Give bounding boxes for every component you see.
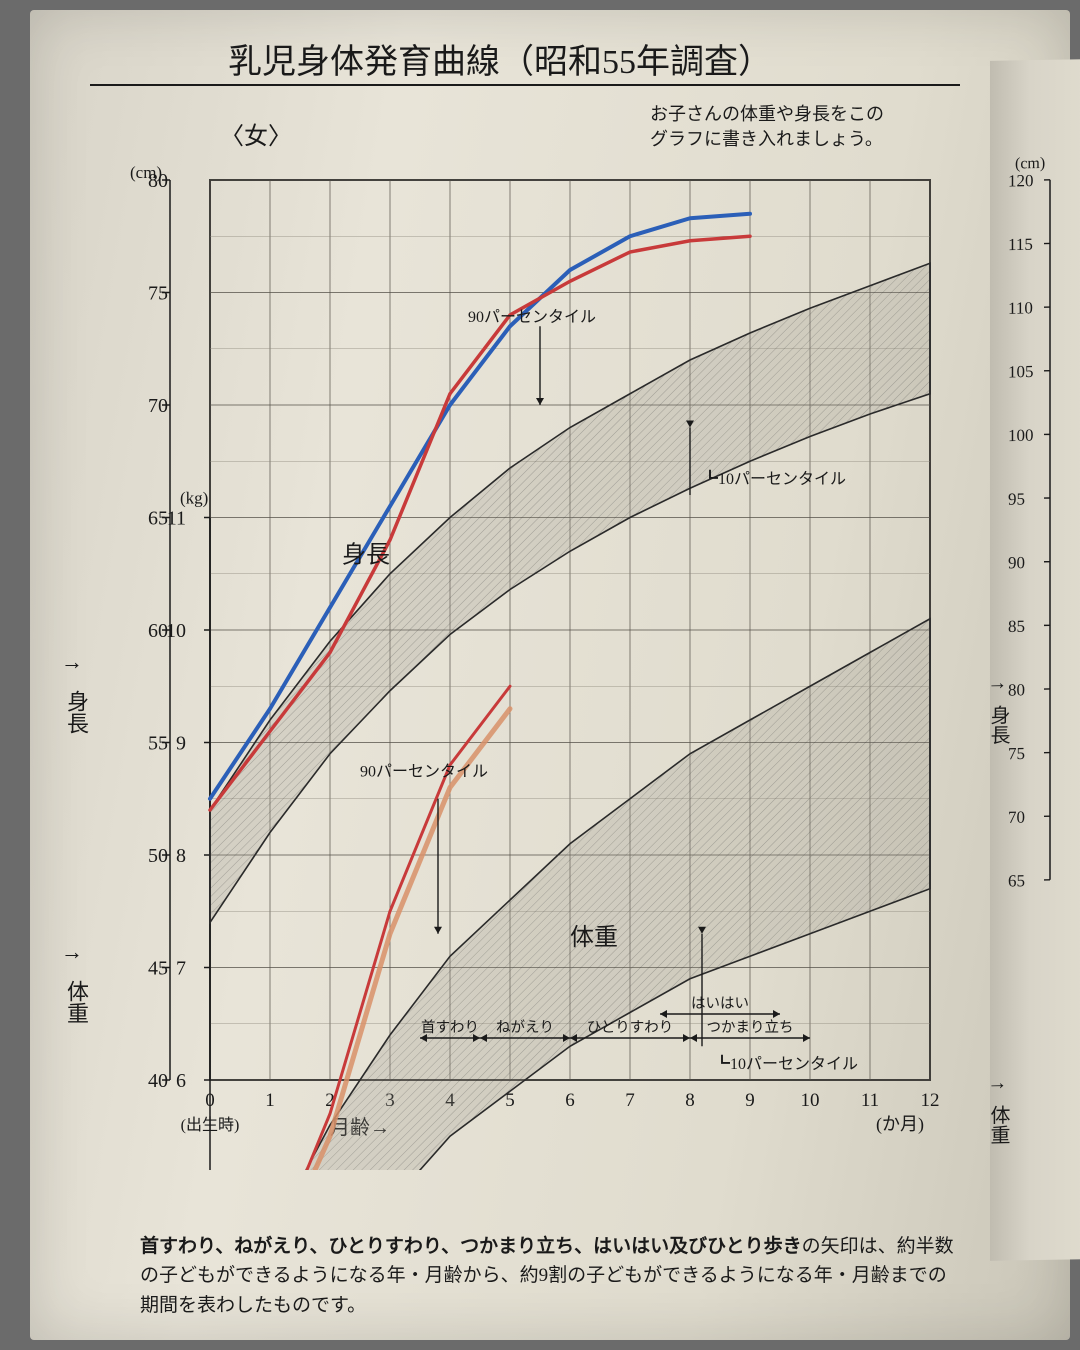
svg-text:┗10パーセンタイル: ┗10パーセンタイル: [714, 1054, 858, 1073]
svg-text:8: 8: [685, 1090, 695, 1111]
svg-text:10: 10: [801, 1090, 820, 1111]
svg-text:11: 11: [167, 508, 186, 530]
title-underline: [90, 84, 960, 86]
chart-svg: 404550556065707580(cm)234567891011(kg)01…: [90, 160, 990, 1170]
svg-text:身長: 身長: [990, 704, 1010, 745]
instruction-text: お子さんの体重や身長をこの グラフに書き入れましょう。: [650, 102, 950, 152]
svg-text:50: 50: [148, 845, 168, 867]
svg-text:75: 75: [148, 283, 168, 305]
instruction-line2: グラフに書き入れましょう。: [650, 129, 883, 149]
svg-text:85: 85: [1008, 617, 1025, 636]
svg-text:11: 11: [861, 1090, 879, 1111]
svg-text:90パーセンタイル: 90パーセンタイル: [468, 308, 596, 326]
svg-text:120: 120: [1008, 171, 1033, 190]
svg-text:10: 10: [166, 620, 186, 642]
svg-text:つかまり立ち: つかまり立ち: [707, 1019, 794, 1036]
svg-text:(出生時): (出生時): [181, 1116, 240, 1134]
right-axis-svg: (cm) 65 70 75 80 85 90 95 100 105 110 115 120 ↑ 身長 ↑ 体重: [990, 59, 1080, 1261]
footer-note: 首すわり、ねがえり、ひとりすわり、つかまり立ち、はいはい及びひとり歩きの矢印は、…: [140, 1232, 960, 1320]
svg-text:6: 6: [565, 1090, 575, 1111]
svg-text:40: 40: [148, 1070, 168, 1092]
page-title: 乳児身体発育曲線（昭和55年調査）: [30, 34, 970, 83]
ylabel-height-arrow: ↑: [60, 660, 86, 671]
ylabel-height: 身長: [60, 690, 92, 734]
svg-text:75: 75: [1008, 744, 1025, 763]
svg-text:身長: 身長: [342, 542, 390, 569]
svg-text:(cm): (cm): [130, 163, 162, 182]
svg-text:1: 1: [265, 1090, 275, 1111]
svg-text:8: 8: [176, 845, 186, 867]
svg-text:65: 65: [148, 508, 168, 530]
ylabel-weight: 体重: [60, 980, 92, 1024]
svg-text:9: 9: [176, 733, 186, 755]
svg-text:95: 95: [1008, 489, 1025, 508]
svg-text:6: 6: [176, 1070, 186, 1092]
svg-text:(か月): (か月): [876, 1114, 924, 1135]
page-left: 乳児身体発育曲線（昭和55年調査） 〈女〉 お子さんの体重や身長をこの グラフに…: [30, 10, 1070, 1340]
svg-text:体重: 体重: [990, 1104, 1010, 1145]
svg-text:70: 70: [148, 395, 168, 417]
svg-text:45: 45: [148, 958, 168, 980]
svg-text:7: 7: [625, 1090, 635, 1111]
svg-text:110: 110: [1008, 298, 1033, 317]
svg-text:ひとりすわり: ひとりすわり: [587, 1019, 674, 1036]
instruction-line1: お子さんの体重や身長をこの: [650, 104, 884, 124]
svg-text:100: 100: [1008, 426, 1033, 445]
gender-label: 〈女〉: [220, 116, 292, 151]
svg-text:(kg): (kg): [180, 489, 208, 508]
svg-text:90パーセンタイル: 90パーセンタイル: [360, 762, 488, 780]
svg-text:体重: 体重: [570, 924, 618, 951]
svg-text:60: 60: [148, 620, 168, 642]
svg-text:80: 80: [1008, 680, 1025, 699]
svg-text:(cm): (cm): [1015, 155, 1045, 173]
svg-text:7: 7: [176, 958, 186, 980]
svg-text:9: 9: [745, 1090, 755, 1111]
svg-text:首すわり: 首すわり: [421, 1019, 479, 1036]
svg-text:↑: ↑: [990, 681, 1009, 691]
growth-chart: 404550556065707580(cm)234567891011(kg)01…: [90, 160, 990, 1170]
svg-text:はいはい: はいはい: [691, 996, 749, 1012]
svg-text:105: 105: [1008, 362, 1033, 381]
svg-text:┗10パーセンタイル: ┗10パーセンタイル: [702, 469, 846, 488]
svg-text:0: 0: [205, 1090, 215, 1111]
page-right-edge: (cm) 65 70 75 80 85 90 95 100 105 110 115 120 ↑ 身長 ↑ 体重: [990, 59, 1080, 1261]
svg-text:↑: ↑: [990, 1081, 1009, 1091]
svg-text:ねがえり: ねがえり: [496, 1019, 554, 1036]
svg-text:55: 55: [148, 733, 168, 755]
svg-text:90: 90: [1008, 553, 1025, 572]
svg-text:12: 12: [921, 1090, 940, 1111]
ylabel-weight-arrow: ↑: [60, 950, 86, 961]
svg-text:70: 70: [1008, 808, 1025, 827]
svg-text:115: 115: [1008, 235, 1033, 254]
svg-text:65: 65: [1008, 871, 1025, 890]
footer-bold: 首すわり、ねがえり、ひとりすわり、つかまり立ち、はいはい及びひとり歩き: [140, 1236, 802, 1257]
